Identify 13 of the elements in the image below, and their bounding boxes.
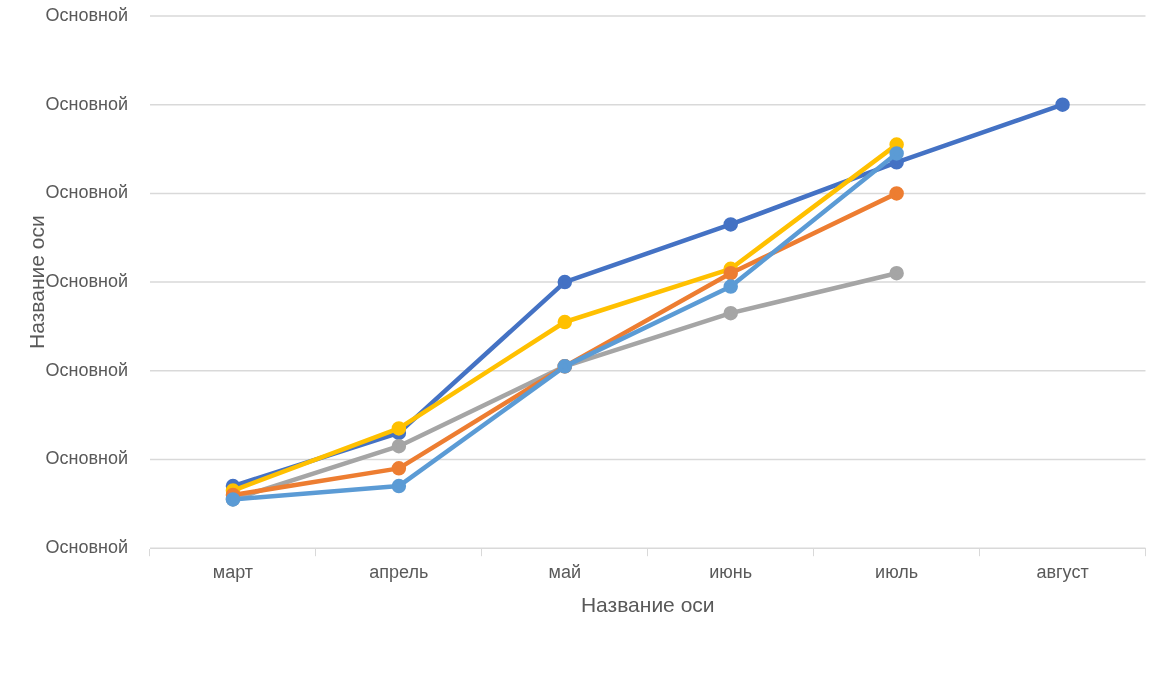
x-tick-label: июнь: [709, 561, 753, 582]
x-tick-label: май: [548, 561, 582, 582]
text: Основной: [45, 537, 128, 558]
text: Основной: [45, 359, 128, 380]
x-tick-label: март: [212, 561, 254, 582]
text: Основной: [45, 182, 128, 203]
text: Основной: [45, 4, 128, 25]
x-tick-label: июль: [875, 561, 919, 582]
x-tick-label: август: [1036, 561, 1089, 582]
text: Основной: [45, 448, 128, 469]
x-tick-label: апрель: [369, 561, 429, 582]
text: Основной: [45, 93, 128, 114]
x-axis-title: Название оси: [580, 593, 715, 617]
